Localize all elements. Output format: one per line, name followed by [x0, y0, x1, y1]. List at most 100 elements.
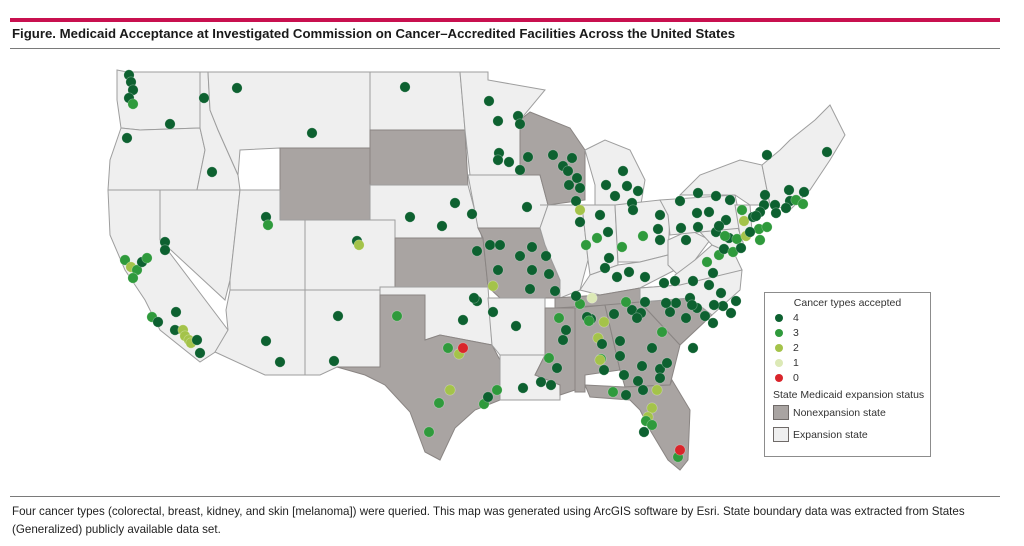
facility-dot: [715, 287, 727, 299]
facility-dot: [654, 234, 666, 246]
facility-dot: [707, 267, 719, 279]
facility-dot: [570, 290, 582, 302]
legend-item-2: 2: [775, 341, 799, 355]
legend-dot-2: [775, 344, 783, 352]
figure-title: Figure. Medicaid Acceptance at Investiga…: [12, 26, 736, 41]
facility-dot: [353, 239, 365, 251]
facility-dot: [620, 296, 632, 308]
facility-dot: [468, 292, 480, 304]
facility-dot: [494, 239, 506, 251]
facility-dot: [686, 299, 698, 311]
facility-dot: [664, 306, 676, 318]
facility-dot: [623, 266, 635, 278]
facility-dot: [646, 402, 658, 414]
facility-dot: [759, 189, 771, 201]
facility-dot: [754, 234, 766, 246]
facility-dot: [609, 190, 621, 202]
facility-dot: [638, 426, 650, 438]
legend-item-3: 3: [775, 326, 799, 340]
legend-dot-1: [775, 359, 783, 367]
state-iowa: [467, 174, 549, 229]
facility-dot: [636, 360, 648, 372]
facility-dot: [699, 310, 711, 322]
facility-dot: [680, 312, 692, 324]
facility-dot: [526, 241, 538, 253]
facility-dot: [691, 207, 703, 219]
state-south-dakota: [369, 129, 469, 186]
facility-dot: [510, 320, 522, 332]
state-nevada: [159, 189, 241, 301]
facility-dot: [738, 215, 750, 227]
facility-dot: [770, 207, 782, 219]
facility-dot: [159, 244, 171, 256]
facility-dot: [725, 307, 737, 319]
facility-dot: [618, 369, 630, 381]
facility-dot: [637, 230, 649, 242]
facility-dot: [730, 295, 742, 307]
facility-dot: [543, 352, 555, 364]
facility-dot: [457, 314, 469, 326]
facility-dot: [170, 306, 182, 318]
facility-dot: [442, 342, 454, 354]
facility-dot: [614, 350, 626, 362]
facility-dot: [399, 81, 411, 93]
facility-dot: [761, 221, 773, 233]
facility-dot: [574, 204, 586, 216]
facility-dot: [328, 355, 340, 367]
facility-dot: [483, 95, 495, 107]
facility-dot: [607, 386, 619, 398]
facility-dot: [654, 209, 666, 221]
facility-dot: [492, 115, 504, 127]
facility-dot: [670, 297, 682, 309]
facility-dot: [545, 379, 557, 391]
facility-dot: [332, 310, 344, 322]
facility-dot: [724, 194, 736, 206]
facility-dot: [514, 118, 526, 130]
facility-dot: [637, 384, 649, 396]
facility-dot: [492, 154, 504, 166]
facility-dot: [750, 210, 762, 222]
facility-dot: [563, 179, 575, 191]
facility-dot: [306, 127, 318, 139]
facility-dot: [553, 312, 565, 324]
facility-dot: [522, 151, 534, 163]
facility-dot: [713, 220, 725, 232]
state-kansas: [394, 237, 489, 288]
facility-dot: [608, 308, 620, 320]
facility-dot: [674, 444, 686, 456]
facility-dot: [580, 239, 592, 251]
facility-dot: [658, 277, 670, 289]
legend-item-nonexpansion: Nonexpansion state: [773, 405, 886, 420]
facility-dot: [692, 221, 704, 233]
legend-dot-3: [775, 329, 783, 337]
facility-dot: [651, 384, 663, 396]
facility-dot: [596, 338, 608, 350]
facility-dot: [436, 220, 448, 232]
facility-dot: [503, 156, 515, 168]
facility-dot: [164, 118, 176, 130]
state-michigan: [584, 139, 646, 211]
facility-dot: [119, 254, 131, 266]
facility-dot: [466, 208, 478, 220]
facility-dot: [141, 252, 153, 264]
legend-label-1: 1: [793, 357, 799, 369]
facility-dot: [206, 166, 218, 178]
legend-item-1: 1: [775, 356, 799, 370]
facility-dot: [652, 223, 664, 235]
caption-divider: [10, 496, 1000, 497]
facility-dot: [457, 342, 469, 354]
facility-dot: [692, 187, 704, 199]
state-texas: [336, 294, 501, 461]
state-colorado: [304, 219, 396, 291]
facility-dot: [687, 275, 699, 287]
top-accent-rule: [10, 18, 1000, 22]
legend-label-4: 4: [793, 312, 799, 324]
facility-dot: [603, 252, 615, 264]
legend-dot-4: [775, 314, 783, 322]
facility-dot: [660, 297, 672, 309]
facility-dot: [274, 356, 286, 368]
facility-dot: [562, 165, 574, 177]
facility-dot: [616, 241, 628, 253]
facility-dot: [521, 201, 533, 213]
facility-dot: [471, 245, 483, 257]
